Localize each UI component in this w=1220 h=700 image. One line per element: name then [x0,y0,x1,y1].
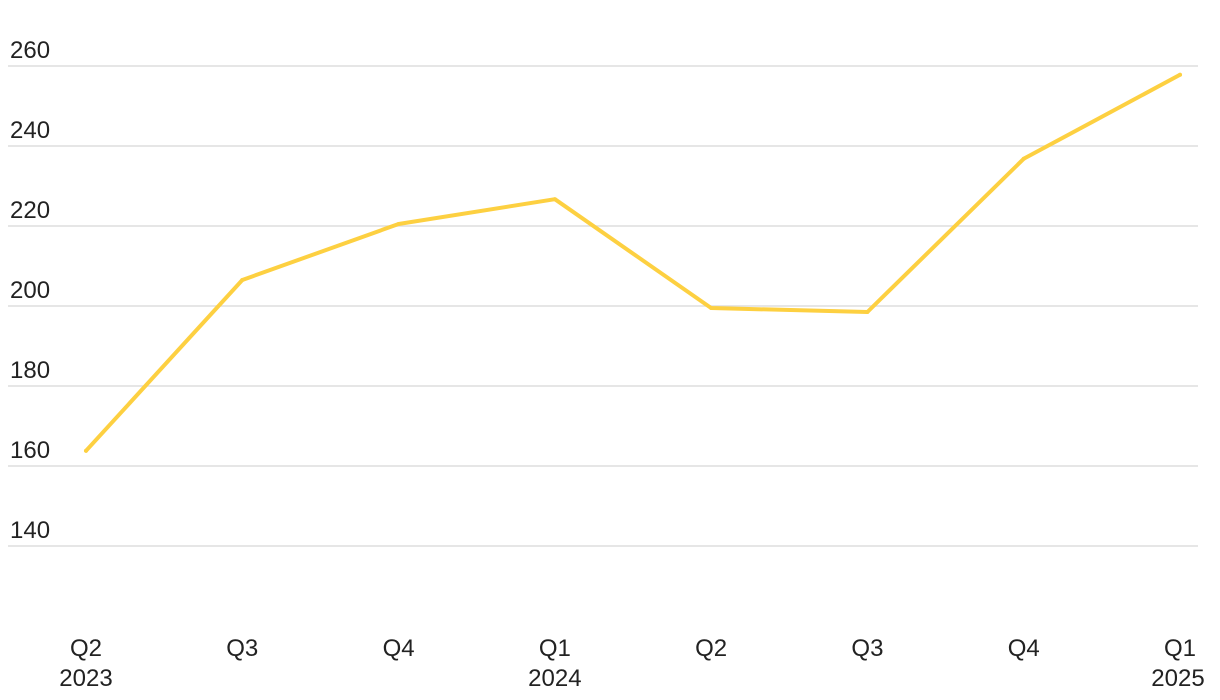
y-tick-label: 160 [10,437,50,464]
x-axis-tick-labels: Q2 2023 Q3 Q4 Q1 2024 Q2 Q3 Q4 Q1 2025 [59,635,1204,692]
y-tick-label: 140 [10,517,50,544]
data-point [240,278,245,282]
series-line-0 [84,72,1182,453]
series-layer [84,72,1182,453]
y-tick-label: 200 [10,277,50,304]
data-point [1178,72,1182,77]
x-tick-label-quarter: Q1 [539,635,571,662]
grid-lines [8,65,1198,547]
y-tick-label: 220 [10,197,50,224]
x-tick-label-quarter: Q3 [226,635,258,662]
x-tick-label-year: 2023 [59,665,112,692]
x-tick-label-year: 2025 [1151,665,1204,692]
x-tick-label-quarter: Q2 [70,635,102,662]
data-point [865,310,870,314]
data-point [396,222,401,226]
y-tick-label: 240 [10,117,50,144]
y-tick-label: 180 [10,357,50,384]
x-tick-label-quarter: Q4 [1008,635,1040,662]
data-point [552,197,557,202]
x-tick-label-quarter: Q1 [1164,635,1196,662]
y-axis-tick-labels: 140 160 180 200 220 240 260 [10,37,50,544]
x-tick-label-quarter: Q4 [383,635,415,662]
x-tick-label-year: 2024 [528,665,581,692]
x-tick-label-quarter: Q3 [851,635,883,662]
data-point [709,306,714,310]
data-point [1021,156,1026,161]
x-tick-label-quarter: Q2 [695,635,727,662]
y-tick-label: 260 [10,37,50,64]
data-point [84,448,88,453]
